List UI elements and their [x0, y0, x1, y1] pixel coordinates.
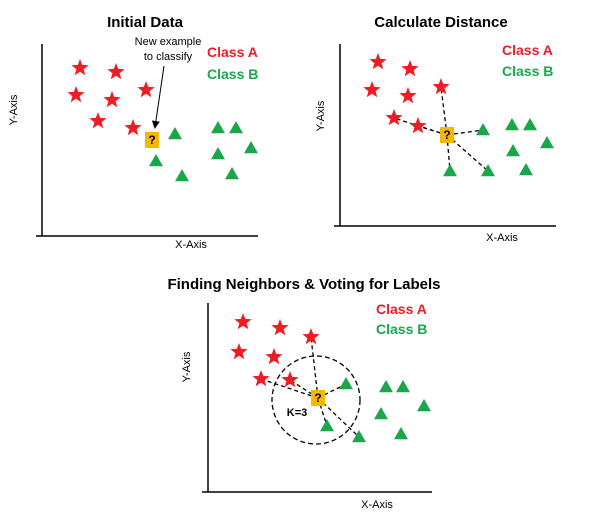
panel-title: Calculate Distance: [374, 14, 507, 31]
y-axis-label: Y-Axis: [8, 94, 20, 125]
class-a-star-marker: [71, 59, 89, 76]
panel-calculate-distance: Calculate Distance X-Axis Y-Axis Class A…: [315, 14, 556, 244]
class-b-triangle-marker: [519, 163, 533, 176]
annotation-line-1: New example: [135, 36, 202, 48]
legend-class-b: Class B: [502, 63, 553, 79]
class-a-star-marker: [399, 87, 417, 104]
class-b-triangle-marker: [505, 118, 519, 131]
class-b-triangle-marker: [417, 399, 431, 412]
class-a-star-marker: [252, 370, 270, 387]
legend-class-a: Class A: [207, 44, 258, 60]
class-b-triangle-marker: [168, 127, 182, 140]
class-b-triangle-marker: [320, 419, 334, 432]
x-axis-label: X-Axis: [175, 239, 207, 251]
class-a-star-marker: [234, 313, 252, 330]
class-b-triangle-marker: [540, 136, 554, 149]
class-b-triangle-marker: [476, 123, 490, 136]
annotation-line-2: to classify: [144, 51, 193, 63]
y-axis-label: Y-Axis: [315, 100, 327, 131]
class-b-triangle-marker: [229, 121, 243, 134]
class-a-star-marker: [107, 63, 125, 80]
annotation-arrow: [151, 65, 165, 129]
class-b-triangle-marker: [149, 154, 163, 167]
class-b-triangle-marker: [339, 377, 353, 390]
query-point-marker: [311, 390, 325, 406]
class-a-star-marker: [385, 109, 403, 126]
legend-class-a: Class A: [376, 301, 427, 317]
panel-initial-data: Initial Data X-Axis Y-Axis Class A Class…: [8, 14, 258, 251]
class-b-triangle-marker: [443, 164, 457, 177]
distance-line: [310, 336, 319, 399]
class-b-triangle-marker: [374, 407, 388, 420]
query-symbol: ?: [314, 391, 321, 405]
distance-line: [260, 378, 319, 399]
class-b-triangle-marker: [523, 118, 537, 131]
panel-finding-neighbors: Finding Neighbors & Voting for Labels X-…: [167, 276, 440, 511]
legend-class-a: Class A: [502, 42, 553, 58]
k-neighborhood-circle: [271, 355, 361, 445]
y-axis-label: Y-Axis: [181, 351, 193, 382]
query-point-marker: [440, 127, 454, 143]
class-b-triangle-marker: [396, 380, 410, 393]
class-b-triangle-marker: [506, 144, 520, 157]
distance-line: [446, 129, 484, 136]
class-b-triangle-marker: [379, 380, 393, 393]
query-symbol: ?: [148, 133, 155, 147]
class-a-star-marker: [363, 81, 381, 98]
query-symbol: ?: [443, 128, 450, 142]
class-b-triangle-marker: [244, 141, 258, 154]
panel-title: Initial Data: [107, 14, 184, 31]
class-a-star-marker: [409, 117, 427, 134]
class-b-triangle-marker: [225, 167, 239, 180]
legend-class-b: Class B: [207, 66, 258, 82]
class-b-triangle-marker: [394, 427, 408, 440]
class-a-star-marker: [281, 371, 299, 388]
class-b-triangle-marker: [211, 147, 225, 160]
class-a-star-marker: [401, 60, 419, 77]
class-a-star-marker: [89, 112, 107, 129]
class-b-triangle-marker: [352, 430, 366, 443]
distance-line: [317, 383, 347, 399]
distance-line: [289, 379, 319, 399]
class-a-star-marker: [137, 81, 155, 98]
class-a-star-marker: [369, 53, 387, 70]
k-label: K=3: [287, 407, 308, 419]
panel-title: Finding Neighbors & Voting for Labels: [167, 276, 440, 293]
class-b-triangle-marker: [481, 164, 495, 177]
legend-class-b: Class B: [376, 321, 427, 337]
class-a-star-marker: [67, 86, 85, 103]
query-point-marker: [145, 132, 159, 148]
class-a-star-marker: [230, 343, 248, 360]
class-a-star-marker: [124, 119, 142, 136]
x-axis-label: X-Axis: [361, 499, 393, 511]
class-b-triangle-marker: [175, 169, 189, 182]
class-a-star-marker: [271, 319, 289, 336]
class-a-star-marker: [265, 348, 283, 365]
class-a-star-marker: [103, 91, 121, 108]
class-b-triangle-marker: [211, 121, 225, 134]
distance-line: [317, 397, 328, 427]
class-a-star-marker: [302, 328, 320, 345]
class-a-star-marker: [432, 78, 450, 95]
x-axis-label: X-Axis: [486, 232, 518, 244]
distance-line: [417, 125, 448, 136]
